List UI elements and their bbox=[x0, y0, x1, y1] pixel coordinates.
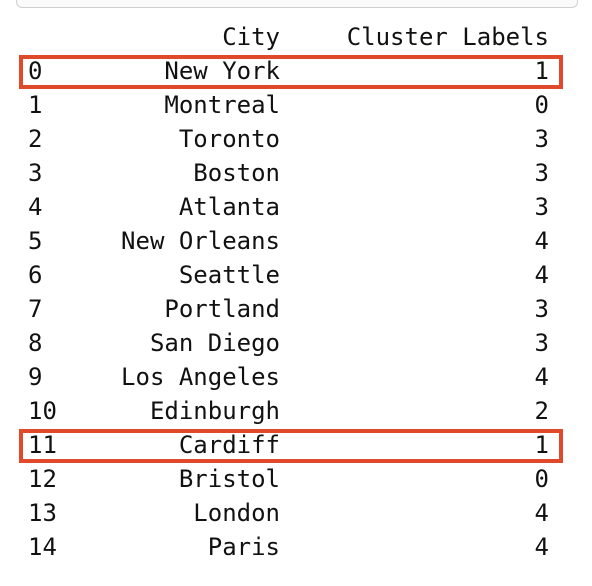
cluster-label-cell: 3 bbox=[534, 329, 549, 357]
city-cell: Montreal bbox=[164, 91, 280, 119]
city-cell: Cardiff bbox=[178, 431, 280, 459]
table-row: 2 Toronto 3 bbox=[0, 122, 592, 156]
row-index: 2 bbox=[28, 125, 43, 153]
city-cell: Los Angeles bbox=[121, 363, 280, 391]
table-row: 8 San Diego 3 bbox=[0, 326, 592, 360]
city-cell: New York bbox=[164, 57, 280, 85]
row-index: 9 bbox=[28, 363, 43, 391]
cluster-label-cell: 4 bbox=[534, 261, 549, 289]
city-cell: New Orleans bbox=[121, 227, 280, 255]
table-row: 5 New Orleans 4 bbox=[0, 224, 592, 258]
row-index: 12 bbox=[28, 465, 57, 493]
row-index: 10 bbox=[28, 397, 57, 425]
row-index: 8 bbox=[28, 329, 43, 357]
table-row: 7 Portland 3 bbox=[0, 292, 592, 326]
cluster-label-cell: 3 bbox=[534, 125, 549, 153]
table-row: 3 Boston 3 bbox=[0, 156, 592, 190]
row-index: 6 bbox=[28, 261, 43, 289]
cluster-label-cell: 0 bbox=[534, 465, 549, 493]
city-cell: Edinburgh bbox=[149, 397, 280, 425]
city-cell: London bbox=[193, 499, 280, 527]
table-row: 1 Montreal 0 bbox=[0, 88, 592, 122]
row-index: 4 bbox=[28, 193, 43, 221]
city-cell: Paris bbox=[207, 533, 280, 561]
cluster-label-cell: 1 bbox=[534, 57, 549, 85]
table-row: 6 Seattle 4 bbox=[0, 258, 592, 292]
row-index: 13 bbox=[28, 499, 57, 527]
table-header: City Cluster Labels bbox=[0, 20, 592, 54]
table-row: 4 Atlanta 3 bbox=[0, 190, 592, 224]
city-cell: Boston bbox=[193, 159, 280, 187]
cluster-label-cell: 4 bbox=[534, 363, 549, 391]
city-cell: Toronto bbox=[178, 125, 280, 153]
table-row: 14 Paris 4 bbox=[0, 530, 592, 564]
cluster-label-cell: 2 bbox=[534, 397, 549, 425]
cluster-label-cell: 3 bbox=[534, 159, 549, 187]
table-row: 9 Los Angeles 4 bbox=[0, 360, 592, 394]
top-cell-frame bbox=[16, 0, 578, 8]
city-cell: Atlanta bbox=[178, 193, 280, 221]
row-index: 1 bbox=[28, 91, 43, 119]
column-header-city: City bbox=[222, 23, 280, 51]
city-cell: Bristol bbox=[178, 465, 280, 493]
city-cell: San Diego bbox=[149, 329, 280, 357]
cluster-label-cell: 3 bbox=[534, 193, 549, 221]
city-cell: Portland bbox=[164, 295, 280, 323]
table-row: 12 Bristol 0 bbox=[0, 462, 592, 496]
cluster-label-cell: 4 bbox=[534, 499, 549, 527]
cluster-label-cell: 1 bbox=[534, 431, 549, 459]
table-row: 13 London 4 bbox=[0, 496, 592, 530]
cluster-label-cell: 3 bbox=[534, 295, 549, 323]
cluster-label-cell: 4 bbox=[534, 533, 549, 561]
cluster-label-cell: 4 bbox=[534, 227, 549, 255]
table-row: 11 Cardiff 1 bbox=[0, 428, 592, 462]
city-cell: Seattle bbox=[178, 261, 280, 289]
row-index: 3 bbox=[28, 159, 43, 187]
row-index: 11 bbox=[28, 431, 57, 459]
row-index: 7 bbox=[28, 295, 43, 323]
table-row: 0 New York 1 bbox=[0, 54, 592, 88]
row-index: 14 bbox=[28, 533, 57, 561]
row-index: 5 bbox=[28, 227, 43, 255]
cluster-label-cell: 0 bbox=[534, 91, 549, 119]
row-index: 0 bbox=[28, 57, 43, 85]
table-row: 10 Edinburgh 2 bbox=[0, 394, 592, 428]
column-header-cluster-labels: Cluster Labels bbox=[346, 23, 549, 51]
